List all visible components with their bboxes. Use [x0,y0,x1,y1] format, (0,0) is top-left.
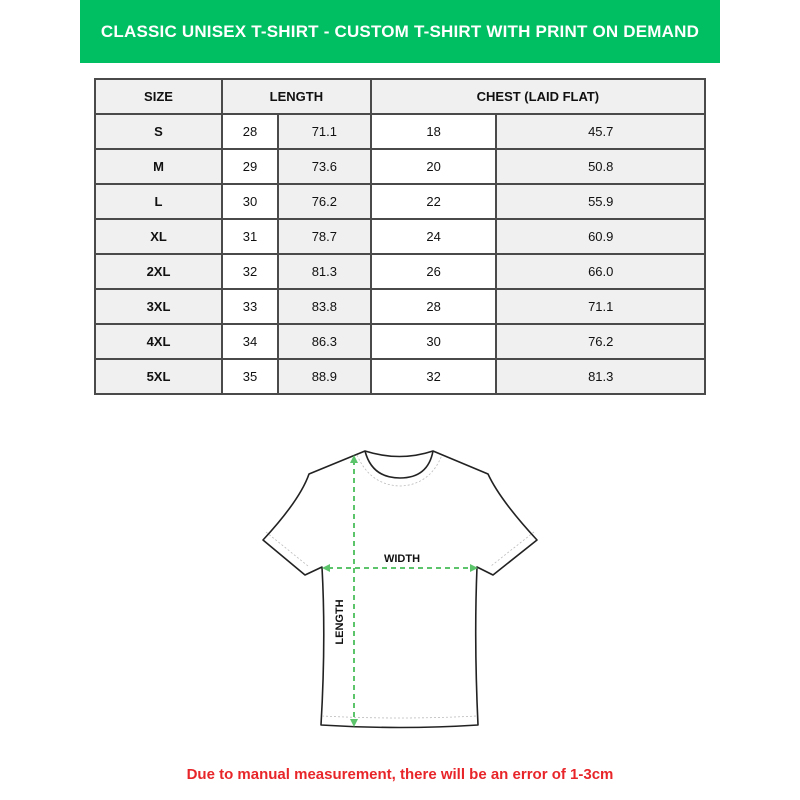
table-row: L 30 76.2 22 55.9 [94,183,706,220]
length-cm-cell: 73.6 [276,148,372,185]
title-banner: CLASSIC UNISEX T-SHIRT - CUSTOM T-SHIRT … [80,0,720,63]
length-in-cell: 35 [221,358,279,395]
table-row: 5XL 35 88.9 32 81.3 [94,358,706,395]
length-in-cell: 34 [221,323,279,360]
length-cm-cell: 88.9 [276,358,372,395]
table-header-row: SIZE LENGTH CHEST (LAID FLAT) [94,78,707,115]
length-in-cell: 33 [221,288,279,325]
chest-in-cell: 24 [369,218,498,255]
header-length: LENGTH [221,78,372,115]
chest-in-cell: 32 [369,358,498,395]
length-in-cell: 31 [221,218,279,255]
chest-in-cell: 20 [369,148,498,185]
size-cell: L [94,183,223,220]
length-label: LENGTH [334,599,346,644]
table-row: 3XL 33 83.8 28 71.1 [94,288,706,325]
length-cm-cell: 81.3 [276,253,372,290]
size-chart-table: SIZE LENGTH CHEST (LAID FLAT) S 28 71.1 18 4… [94,78,707,395]
chest-cm-cell: 50.8 [495,148,706,185]
length-cm-cell: 71.1 [276,113,372,150]
table-row: 4XL 34 86.3 30 76.2 [94,323,706,360]
length-cm-cell: 86.3 [276,323,372,360]
chest-in-cell: 26 [369,253,498,290]
length-in-cell: 29 [221,148,279,185]
table-row: M 29 73.6 20 50.8 [94,148,706,185]
length-in-cell: 32 [221,253,279,290]
chest-cm-cell: 76.2 [495,323,706,360]
size-cell: 5XL [94,358,223,395]
length-cm-cell: 76.2 [276,183,372,220]
table-row: XL 31 78.7 24 60.9 [94,218,706,255]
chest-cm-cell: 71.1 [495,288,706,325]
header-chest: CHEST (LAID FLAT) [369,78,707,115]
length-in-cell: 28 [221,113,279,150]
header-size: SIZE [94,78,223,115]
chest-in-cell: 22 [369,183,498,220]
tshirt-outline [262,450,538,729]
chest-cm-cell: 45.7 [495,113,706,150]
table-row: S 28 71.1 18 45.7 [94,113,706,150]
size-cell: M [94,148,223,185]
size-cell: 2XL [94,253,223,290]
size-cell: 3XL [94,288,223,325]
length-in-cell: 30 [221,183,279,220]
chest-in-cell: 30 [369,323,498,360]
table-row: 2XL 32 81.3 26 66.0 [94,253,706,290]
chest-cm-cell: 66.0 [495,253,706,290]
chest-cm-cell: 55.9 [495,183,706,220]
page-title: CLASSIC UNISEX T-SHIRT - CUSTOM T-SHIRT … [100,21,700,41]
chest-in-cell: 18 [369,113,498,150]
size-cell: 4XL [94,323,223,360]
size-cell: S [94,113,223,150]
chest-cm-cell: 81.3 [495,358,706,395]
length-cm-cell: 83.8 [276,288,372,325]
width-label: WIDTH [384,553,420,565]
chest-cm-cell: 60.9 [495,218,706,255]
length-cm-cell: 78.7 [276,218,372,255]
size-cell: XL [94,218,223,255]
measurement-note: Due to manual measurement, there will be… [186,766,614,783]
chest-in-cell: 28 [369,288,498,325]
